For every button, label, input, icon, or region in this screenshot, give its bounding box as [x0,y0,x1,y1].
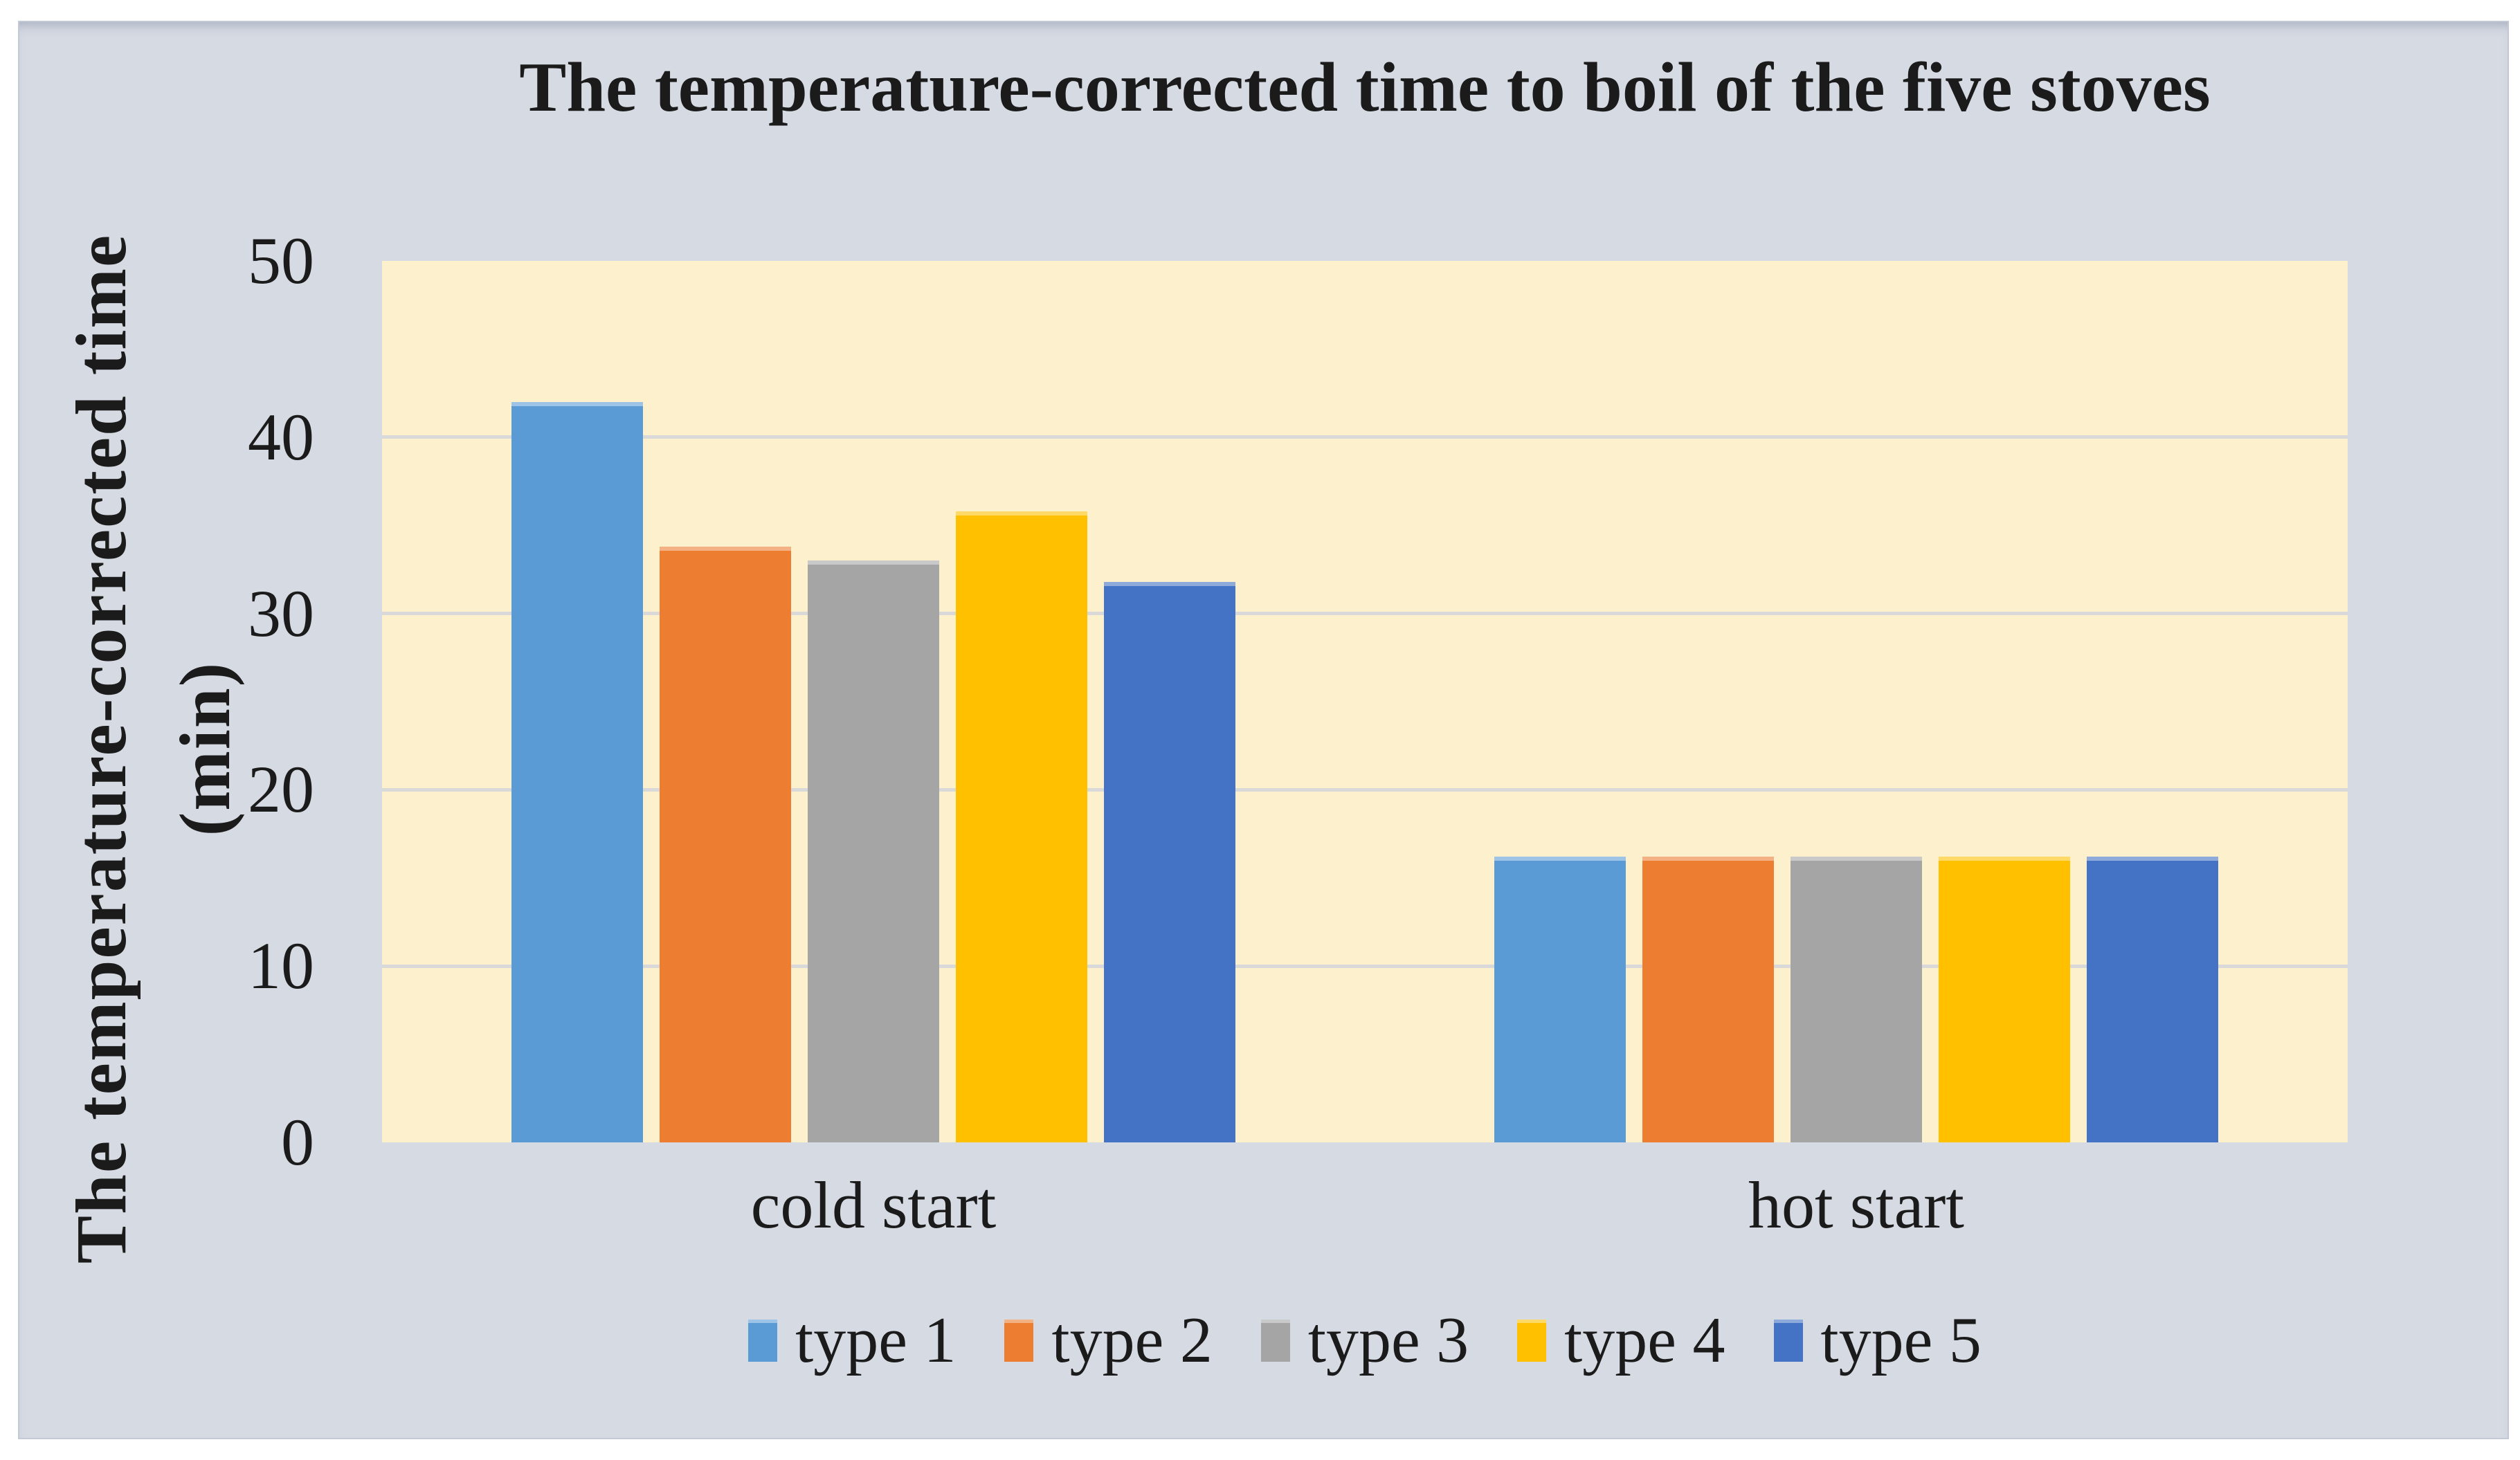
legend-item-type-3: type 3 [1260,1303,1469,1378]
legend-item-type-4: type 4 [1517,1303,1725,1378]
bar-type-2-hot-start [1642,857,1774,1142]
y-tick-label-40: 40 [248,399,314,474]
bar-type-1-hot-start [1494,857,1626,1142]
legend-swatch-type-5 [1773,1319,1803,1362]
gridline-20 [382,787,2348,792]
bar-type-3-hot-start [1791,857,1922,1142]
legend-label-type-4: type 4 [1564,1304,1725,1376]
bar-type-4-cold-start [956,511,1087,1142]
legend-label-type-1: type 1 [795,1304,957,1376]
gridline-30 [382,612,2348,616]
legend-swatch-type-3 [1260,1319,1290,1362]
legend-swatch-type-2 [1004,1319,1034,1362]
legend-label-type-2: type 2 [1051,1304,1213,1376]
bar-group-cold-start [511,261,1235,1142]
gridline-40 [382,435,2348,439]
bar-type-3-cold-start [808,560,939,1142]
category-label-cold-start: cold start [750,1168,997,1242]
chart-frame: The temperature-corrected time to boil o… [18,21,2509,1439]
y-axis-title-line1: The temperature-corrected time [62,233,141,1264]
gridline-10 [382,964,2348,968]
bar-type-2-cold-start [660,546,791,1142]
legend-label-type-3: type 3 [1307,1304,1469,1376]
legend-swatch-type-4 [1517,1319,1547,1362]
bar-type-5-hot-start [2087,857,2218,1142]
legend-item-type-1: type 1 [748,1303,956,1378]
bar-type-1-cold-start [511,401,643,1142]
legend-item-type-2: type 2 [1004,1303,1213,1378]
y-tick-label-0: 0 [281,1105,314,1179]
y-tick-label-50: 50 [248,223,314,298]
bar-group-hot-start [1494,261,2218,1142]
chart-title: The temperature-corrected time to boil o… [519,48,2211,127]
y-tick-label-10: 10 [248,929,314,1003]
legend-swatch-type-1 [748,1319,778,1362]
bar-type-5-cold-start [1104,581,1235,1142]
plot-area [382,261,2348,1142]
y-tick-label-30: 30 [248,576,314,650]
y-tick-label-20: 20 [248,752,314,827]
legend-item-type-5: type 5 [1773,1303,1982,1378]
bar-type-4-hot-start [1939,857,2070,1142]
legend-label-type-5: type 5 [1820,1304,1982,1376]
legend: type 1 type 2 type 3 type 4 type 5 [382,1292,2348,1389]
category-label-hot-start: hot start [1748,1168,1964,1242]
